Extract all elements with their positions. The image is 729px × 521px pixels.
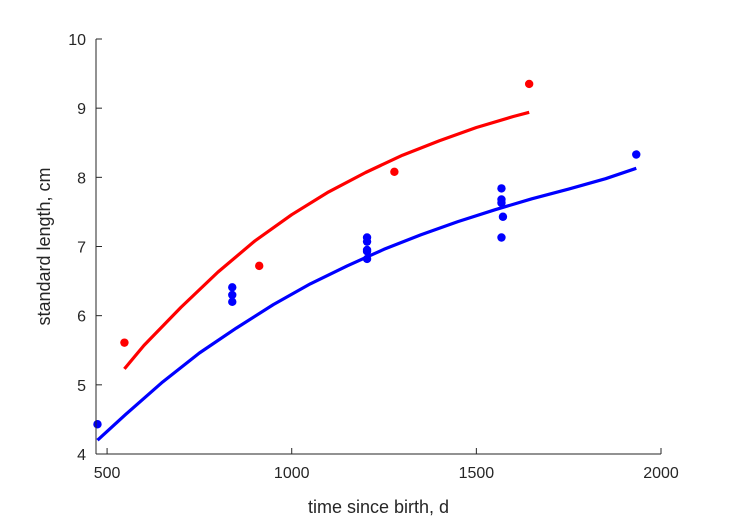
x-tick-label: 2000 [643,465,679,482]
blue-data-point [228,283,237,292]
y-tick-label: 5 [77,378,86,395]
blue-data-point [497,198,506,208]
blue-data-point [362,245,372,255]
x-axis-label: time since birth, d [308,497,449,517]
red-fit-curve [123,110,530,370]
blue-data-point [498,212,508,221]
plot-area [93,79,641,442]
blue-data-point [93,420,102,429]
y-tick-label: 10 [68,32,86,49]
y-tick-label: 6 [77,309,86,326]
y-tick-label: 4 [77,447,86,464]
blue-data-point [362,254,372,264]
y-tick-label: 7 [77,240,86,257]
y-ticks: 4 5 6 7 8 9 10 [68,32,102,464]
blue-data-point [497,233,506,242]
blue-data-point [497,184,506,193]
y-tick-label: 9 [77,101,86,118]
y-axis-label: standard length, cm [34,167,54,325]
blue-data-point [228,297,237,307]
x-ticks: 500 1000 1500 2000 [94,448,679,482]
red-data-point [524,79,534,89]
red-data-point [390,167,399,176]
red-data-point [120,338,129,347]
blue-data-point [228,290,237,300]
x-tick-label: 1000 [274,465,310,482]
x-tick-label: 500 [94,465,121,482]
blue-data-point [632,150,641,159]
x-tick-label: 1500 [459,465,495,482]
blue-data-point [362,237,372,246]
y-tick-label: 8 [77,170,86,187]
red-data-point [255,261,264,271]
